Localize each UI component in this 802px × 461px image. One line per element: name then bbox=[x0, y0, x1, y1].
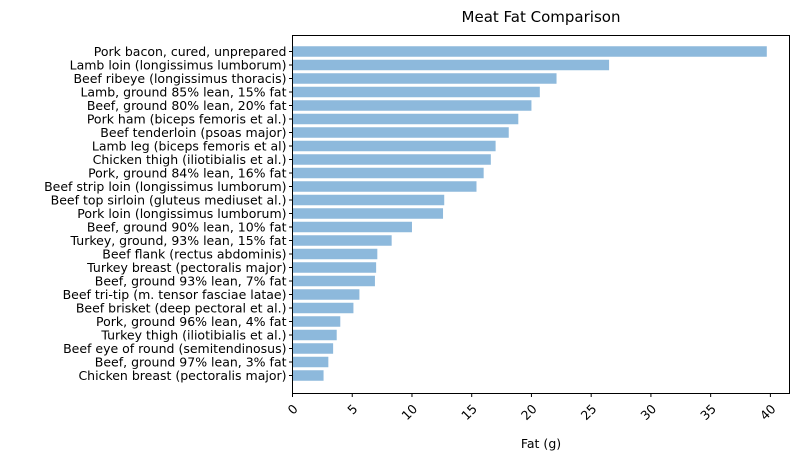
bar bbox=[292, 140, 496, 152]
bar bbox=[292, 343, 334, 354]
bar bbox=[292, 59, 610, 71]
x-tick-label: 20 bbox=[518, 401, 540, 423]
bar bbox=[292, 248, 378, 260]
bar bbox=[292, 154, 491, 165]
category-label: Pork, ground 96% lean, 4% fat bbox=[96, 314, 287, 329]
bar bbox=[292, 221, 412, 233]
x-axis-label: Fat (g) bbox=[521, 436, 561, 451]
bar bbox=[292, 235, 392, 246]
category-label: Beef tri-tip (m. tensor fasciae latae) bbox=[63, 287, 287, 302]
bar bbox=[292, 275, 375, 287]
category-label: Turkey thigh (iliotibialis et al.) bbox=[100, 328, 286, 343]
category-label: Beef brisket (deep pectoral et al.) bbox=[76, 301, 287, 316]
category-label: Turkey, ground, 93% lean, 15% fat bbox=[70, 233, 287, 248]
category-label: Beef eye of round (semitendinosus) bbox=[63, 341, 286, 356]
bar bbox=[292, 289, 360, 300]
bar bbox=[292, 208, 444, 219]
bars-layer bbox=[292, 46, 767, 381]
category-label: Beef flank (rectus abdominis) bbox=[102, 247, 286, 262]
category-label: Beef, ground 80% lean, 20% fat bbox=[87, 98, 287, 113]
category-label: Beef, ground 97% lean, 3% fat bbox=[95, 355, 287, 370]
category-label: Beef tenderloin (psoas major) bbox=[100, 125, 286, 140]
bar bbox=[292, 113, 519, 125]
category-label: Pork ham (biceps femoris et al.) bbox=[87, 112, 287, 127]
category-label: Pork loin (longissimus lumborum) bbox=[77, 206, 286, 221]
bar bbox=[292, 302, 354, 314]
x-tick-label: 15 bbox=[458, 401, 480, 423]
category-label: Lamb loin (longissimus lumborum) bbox=[70, 58, 287, 73]
x-tick-label: 25 bbox=[578, 401, 600, 423]
bar bbox=[292, 262, 377, 273]
bar bbox=[292, 46, 767, 57]
category-label: Pork bacon, cured, unprepared bbox=[94, 44, 287, 59]
x-tick-label: 10 bbox=[398, 401, 420, 423]
bar bbox=[292, 194, 445, 206]
bar bbox=[292, 316, 341, 327]
bar bbox=[292, 370, 324, 381]
category-label: Lamb leg (biceps femoris et al) bbox=[92, 139, 287, 154]
bar bbox=[292, 181, 477, 192]
bar bbox=[292, 127, 509, 138]
category-label: Beef top sirloin (gluteus mediuset al.) bbox=[51, 193, 287, 208]
bar bbox=[292, 329, 337, 341]
x-tick-label: 40 bbox=[757, 401, 779, 423]
category-label: Beef, ground 93% lean, 7% fat bbox=[95, 274, 287, 289]
x-tick-label: 0 bbox=[285, 401, 301, 417]
bar bbox=[292, 100, 532, 111]
x-axis-ticks: 0 5 10 15 20 25 30 35 40 bbox=[285, 393, 779, 423]
category-label: Turkey breast (pectoralis major) bbox=[86, 260, 286, 275]
category-label: Beef ribeye (longissimus thoracis) bbox=[73, 71, 286, 86]
category-label: Beef strip loin (longissimus lumborum) bbox=[44, 179, 286, 194]
chart-title: Meat Fat Comparison bbox=[462, 8, 621, 26]
category-label: Chicken breast (pectoralis major) bbox=[78, 368, 286, 383]
bar bbox=[292, 356, 329, 368]
plot-frame bbox=[292, 35, 790, 394]
category-label: Beef, ground 90% lean, 10% fat bbox=[87, 220, 287, 235]
category-label: Chicken thigh (iliotibialis et al.) bbox=[93, 152, 287, 167]
bar bbox=[292, 167, 484, 179]
bar bbox=[292, 73, 557, 84]
bar bbox=[292, 86, 540, 98]
x-tick-label: 5 bbox=[344, 401, 360, 417]
x-tick-label: 35 bbox=[697, 401, 719, 423]
category-label: Pork, ground 84% lean, 16% fat bbox=[88, 166, 287, 181]
x-tick-label: 30 bbox=[637, 401, 659, 423]
category-label: Lamb, ground 85% lean, 15% fat bbox=[80, 85, 286, 100]
